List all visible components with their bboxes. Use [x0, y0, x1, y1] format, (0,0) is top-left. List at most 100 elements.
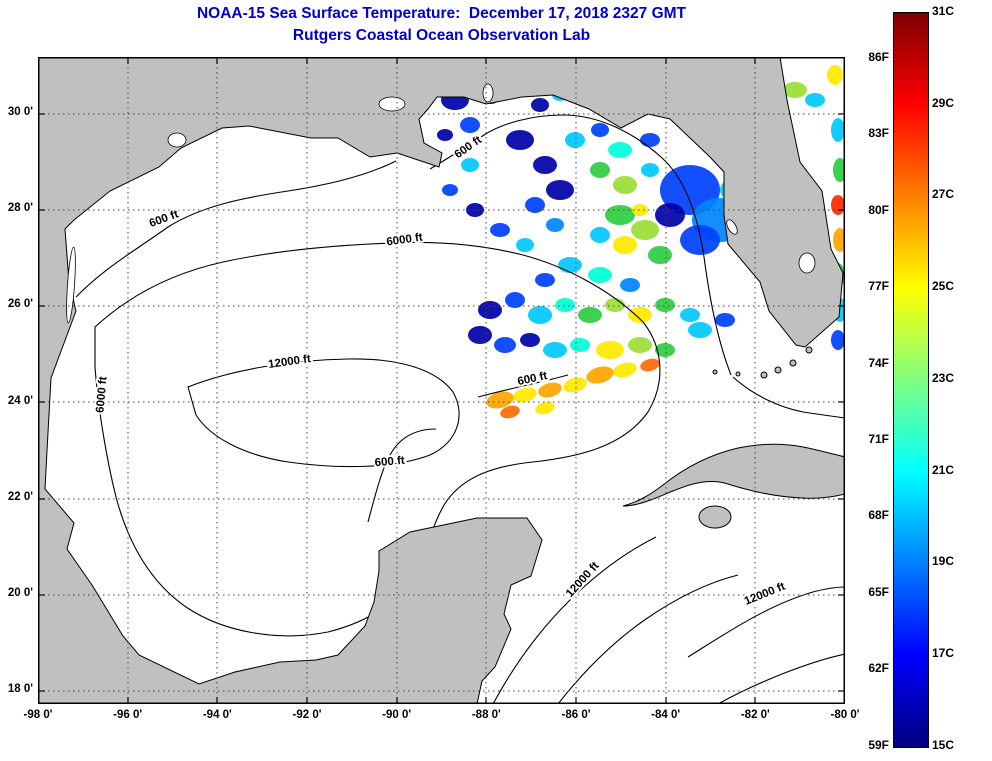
sst-patch	[528, 306, 552, 324]
map-subtitle: Rutgers Coastal Ocean Observation Lab	[292, 27, 591, 44]
sst-patch	[538, 382, 562, 398]
plot-border	[38, 57, 845, 704]
map-title: NOAA-15 Sea Surface Temperature: Decembe…	[196, 5, 687, 22]
sst-patch	[596, 341, 624, 359]
sst-patch	[648, 246, 672, 264]
lake-pontchartrain	[378, 96, 406, 112]
x-tick-label: -84 0'	[651, 709, 681, 721]
sst-patch	[531, 98, 549, 112]
sst-patch	[516, 238, 534, 252]
sst-patch	[558, 257, 582, 273]
sst-patch	[688, 322, 712, 338]
sst-patch	[543, 342, 567, 358]
x-tick-label: -88 0'	[471, 709, 501, 721]
sst-patch	[500, 405, 520, 419]
sst-patch	[640, 358, 660, 372]
sst-patch	[827, 65, 843, 85]
sst-patch	[591, 123, 609, 137]
mobile-bay	[482, 83, 494, 103]
x-tick-label: -96 0'	[113, 709, 143, 721]
sst-patch	[613, 236, 637, 254]
sst-patch	[783, 82, 807, 98]
fahrenheit-label: 71F	[868, 432, 889, 446]
contour-caribbean-4	[717, 653, 846, 705]
x-tick-label: -80 0'	[830, 709, 860, 721]
celsius-label: 19C	[932, 554, 955, 568]
x-tick-label: -82 0'	[740, 709, 770, 721]
sst-patch	[640, 133, 660, 147]
sst-patch	[506, 130, 534, 150]
celsius-label: 15C	[932, 738, 955, 752]
sst-patch	[535, 401, 555, 415]
y-tick-label: 26 0'	[7, 298, 33, 311]
sst-patch	[605, 298, 625, 312]
sst-patch	[608, 142, 632, 158]
y-tick-label: 30 0'	[7, 106, 33, 118]
contour-segment-central	[477, 374, 569, 398]
sst-patch	[563, 377, 587, 393]
sst-patch	[628, 337, 652, 353]
sst-patch	[588, 267, 612, 283]
sst-patch	[578, 307, 602, 323]
temperature-colorbar	[893, 12, 929, 748]
fahrenheit-label: 83F	[868, 126, 889, 140]
sst-patch	[590, 162, 610, 178]
contour-depth-label: 6000 ft	[94, 376, 109, 414]
sst-patch	[613, 362, 637, 378]
y-tick-label: 24 0'	[7, 394, 33, 407]
sst-patch	[628, 307, 652, 323]
contour-caribbean-1	[492, 536, 657, 705]
sst-patch	[460, 117, 480, 133]
fahrenheit-label: 68F	[868, 508, 889, 522]
sst-patch	[535, 273, 555, 287]
sst-patch	[631, 220, 659, 240]
fahrenheit-label: 74F	[868, 356, 889, 370]
land-north-america-mexico	[37, 56, 844, 705]
sst-patch	[590, 227, 610, 243]
sst-patch	[613, 176, 637, 194]
contour-caribbean-3	[687, 586, 846, 658]
galveston-bay	[167, 132, 187, 148]
sst-patch	[570, 338, 590, 352]
sst-patch	[655, 203, 685, 227]
fahrenheit-label: 59F	[868, 738, 889, 752]
sst-patch	[655, 343, 675, 357]
axis-ticks	[37, 57, 846, 704]
x-tick-label: -92 0'	[292, 709, 322, 721]
fahrenheit-label: 65F	[868, 585, 889, 599]
sst-patch	[466, 203, 484, 217]
sst-patch	[533, 156, 557, 174]
sst-patch	[546, 218, 564, 232]
sst-patch	[632, 204, 648, 216]
contour-12000ft-loop	[187, 358, 460, 468]
sst-patch	[605, 205, 635, 225]
sst-patch	[641, 163, 659, 177]
x-tick-label: -86 0'	[561, 709, 591, 721]
celsius-label: 27C	[932, 187, 955, 201]
sst-patch	[831, 118, 845, 142]
fahrenheit-label: 86F	[868, 50, 889, 64]
y-tick-label: 18 0'	[7, 683, 33, 696]
celsius-label: 25C	[932, 279, 955, 293]
lake-okeechobee	[798, 252, 816, 274]
sst-patch	[461, 158, 479, 172]
sst-patch	[525, 197, 545, 213]
x-tick-label: -94 0'	[202, 709, 232, 721]
gulf-of-mexico-map: 600 ft 600 ft 6000 ft 6000 ft 12000 ft 600 ft…	[37, 56, 847, 705]
sst-patch	[546, 180, 574, 200]
sst-patch	[805, 93, 825, 107]
contour-caribbean-2	[557, 574, 739, 705]
sst-patch	[468, 326, 492, 344]
celsius-label: 23C	[932, 371, 955, 385]
sst-patch	[565, 132, 585, 148]
x-tick-label: -98 0'	[23, 709, 53, 721]
fahrenheit-label: 62F	[868, 661, 889, 675]
sst-patch	[555, 298, 575, 312]
tampa-bay	[726, 219, 738, 235]
sst-patch	[486, 391, 514, 409]
y-tick-label: 22 0'	[7, 490, 33, 503]
sst-patch	[831, 195, 845, 215]
sst-patch	[680, 308, 700, 322]
sst-patch	[655, 298, 675, 312]
contour-depth-label: 600 ft	[374, 455, 405, 470]
